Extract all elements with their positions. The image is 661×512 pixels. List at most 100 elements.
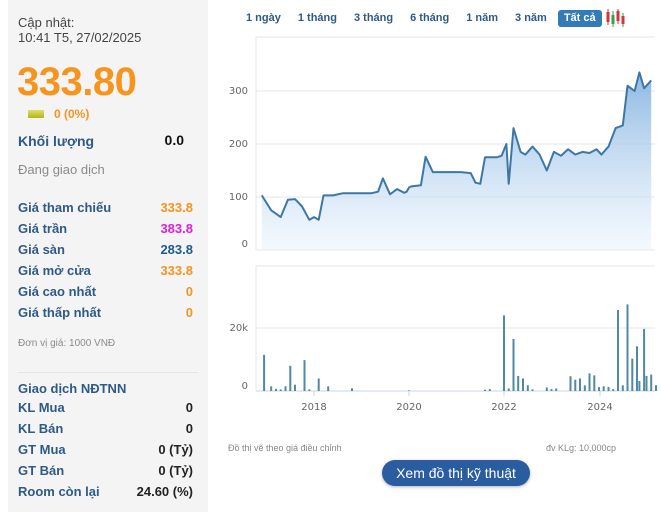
price-volume-chart[interactable]: 300 200 100 0 20k 0 2018 2020 2022 2024 (0, 0, 661, 440)
trading-status: Đang giao dịch (18, 162, 105, 177)
foreign-row-label: KL Mua (18, 400, 65, 415)
update-label: Cập nhật: (18, 15, 75, 30)
foreign-row-value: 24.60 (%) (136, 484, 193, 499)
price-row-high: Giá cao nhất 0 (18, 284, 193, 305)
foreign-row-label: GT Bán (18, 463, 65, 478)
volume-bars (263, 304, 657, 392)
volume-bar (612, 389, 615, 391)
volume-bar (303, 360, 306, 391)
volume-bar (507, 388, 510, 391)
unchanged-flag-icon (28, 110, 44, 118)
tab-3-months[interactable]: 3 tháng (353, 11, 394, 24)
tab-6-months[interactable]: 6 tháng (410, 11, 450, 24)
foreign-trading-title: Giao dịch NĐTNN (18, 381, 127, 396)
price-row-value: 283.8 (160, 242, 193, 257)
foreign-row-label: Room còn lại (18, 484, 100, 499)
volume-bar (275, 388, 277, 391)
volume-label: Khối lượng (18, 133, 95, 149)
price-row-label: Giá sàn (18, 242, 65, 257)
volume-bar (650, 374, 653, 391)
volume-bar (617, 310, 619, 391)
price-chart: 300 200 100 0 (229, 36, 655, 251)
price-row-floor: Giá sàn 283.8 (18, 242, 193, 263)
volume-bar (621, 385, 624, 391)
volume-bar (517, 375, 520, 391)
foreign-row-buy-value: GT Mua 0 (Tỷ) (18, 442, 193, 463)
y-tick-200: 200 (229, 139, 248, 150)
tab-all[interactable]: Tất cả (557, 9, 602, 27)
foreign-row-value: 0 (185, 400, 193, 415)
price-row-value: 383.8 (160, 221, 193, 236)
foreign-trading-list: KL Mua 0 KL Bán 0 GT Mua 0 (Tỷ) GT Bán 0… (18, 400, 193, 505)
price-row-label: Giá mở cửa (18, 263, 91, 278)
y-tick-0: 0 (242, 239, 248, 250)
price-row-value: 0 (185, 284, 193, 299)
x-tick-2020: 2020 (396, 402, 421, 413)
volume-bar (643, 328, 646, 391)
volume-bar (531, 389, 534, 391)
foreign-row-value: 0 (Tỷ) (158, 442, 193, 457)
current-price: 333.80 (17, 60, 137, 104)
volume-bar (655, 385, 657, 391)
foreign-row-room: Room còn lại 24.60 (%) (18, 484, 193, 505)
technical-chart-button[interactable]: Xem đồ thị kỹ thuật (382, 460, 530, 486)
price-row-label: Giá trần (18, 221, 68, 236)
tab-1-day[interactable]: 1 ngày (246, 11, 281, 24)
y-tick-20k: 20k (229, 323, 248, 334)
volume-bar (484, 389, 486, 391)
price-change-text: 0 (0%) (54, 107, 90, 121)
quote-summary-panel: Cập nhật: 10:41 T5, 27/02/2025 333.80 0 … (8, 0, 208, 512)
volume-bar (408, 390, 410, 391)
volume-bar (545, 387, 548, 391)
price-line (260, 71, 652, 221)
tab-1-year[interactable]: 1 năm (466, 11, 499, 24)
volume-bar (294, 384, 296, 391)
price-unit-note: Đơn vị giá: 1000 VNĐ (18, 338, 116, 349)
time-range-tabs: 1 ngày 1 tháng 3 tháng 6 tháng 1 năm 3 n… (240, 8, 627, 28)
foreign-row-value: 0 (185, 421, 193, 436)
x-tick-2018: 2018 (301, 402, 326, 413)
price-row-value: 333.8 (160, 263, 193, 278)
volume-bar (289, 365, 292, 391)
volume-value: 0.0 (164, 132, 184, 148)
price-list: Giá tham chiếu 333.8 Giá trần 383.8 Giá … (18, 200, 193, 326)
tab-1-month[interactable]: 1 tháng (297, 11, 337, 24)
volume-bar (631, 358, 634, 391)
foreign-row-value: 0 (Tỷ) (158, 463, 193, 478)
volume-bar (284, 386, 287, 391)
volume-bar (270, 386, 273, 391)
price-row-reference: Giá tham chiếu 333.8 (18, 200, 193, 221)
volume-bar (263, 354, 266, 391)
volume-bar (574, 379, 577, 391)
volume-bar (588, 373, 591, 391)
volume-bar (607, 386, 610, 391)
price-row-label: Giá thấp nhất (18, 305, 102, 320)
volume-bar (526, 385, 529, 391)
foreign-row-sell-value: GT Bán 0 (Tỷ) (18, 463, 193, 484)
volume-unit-note: đv KLg: 10,000cp (546, 443, 617, 453)
adjusted-price-note: Đồ thị vẽ theo giá điều chỉnh (228, 443, 342, 453)
volume-bar (583, 385, 586, 391)
x-tick-2022: 2022 (491, 402, 516, 413)
volume-bar (317, 378, 320, 391)
volume-bar (550, 389, 553, 391)
price-row-label: Giá cao nhất (18, 284, 97, 299)
foreign-row-buy-volume: KL Mua 0 (18, 400, 193, 421)
update-time: 10:41 T5, 27/02/2025 (18, 30, 142, 45)
volume-chart: 20k 0 2018 2020 2022 2024 (229, 265, 657, 413)
foreign-row-sell-volume: KL Bán 0 (18, 421, 193, 442)
price-area (261, 72, 652, 251)
y-tick-0: 0 (242, 381, 248, 392)
candlestick-chart-icon[interactable] (605, 8, 627, 28)
x-tick-2024: 2024 (587, 402, 612, 413)
tab-3-years[interactable]: 3 năm (515, 11, 547, 24)
volume-bar (522, 378, 524, 391)
price-row-low: Giá thấp nhất 0 (18, 305, 193, 326)
price-row-ceiling: Giá trần 383.8 (18, 221, 193, 242)
volume-bar (555, 388, 558, 391)
volume-bar (512, 339, 515, 391)
volume-bar (626, 304, 629, 391)
x-axis-ticks: 2018 2020 2022 2024 (301, 391, 613, 413)
price-row-value: 333.8 (160, 200, 193, 215)
y-tick-300: 300 (229, 86, 248, 97)
